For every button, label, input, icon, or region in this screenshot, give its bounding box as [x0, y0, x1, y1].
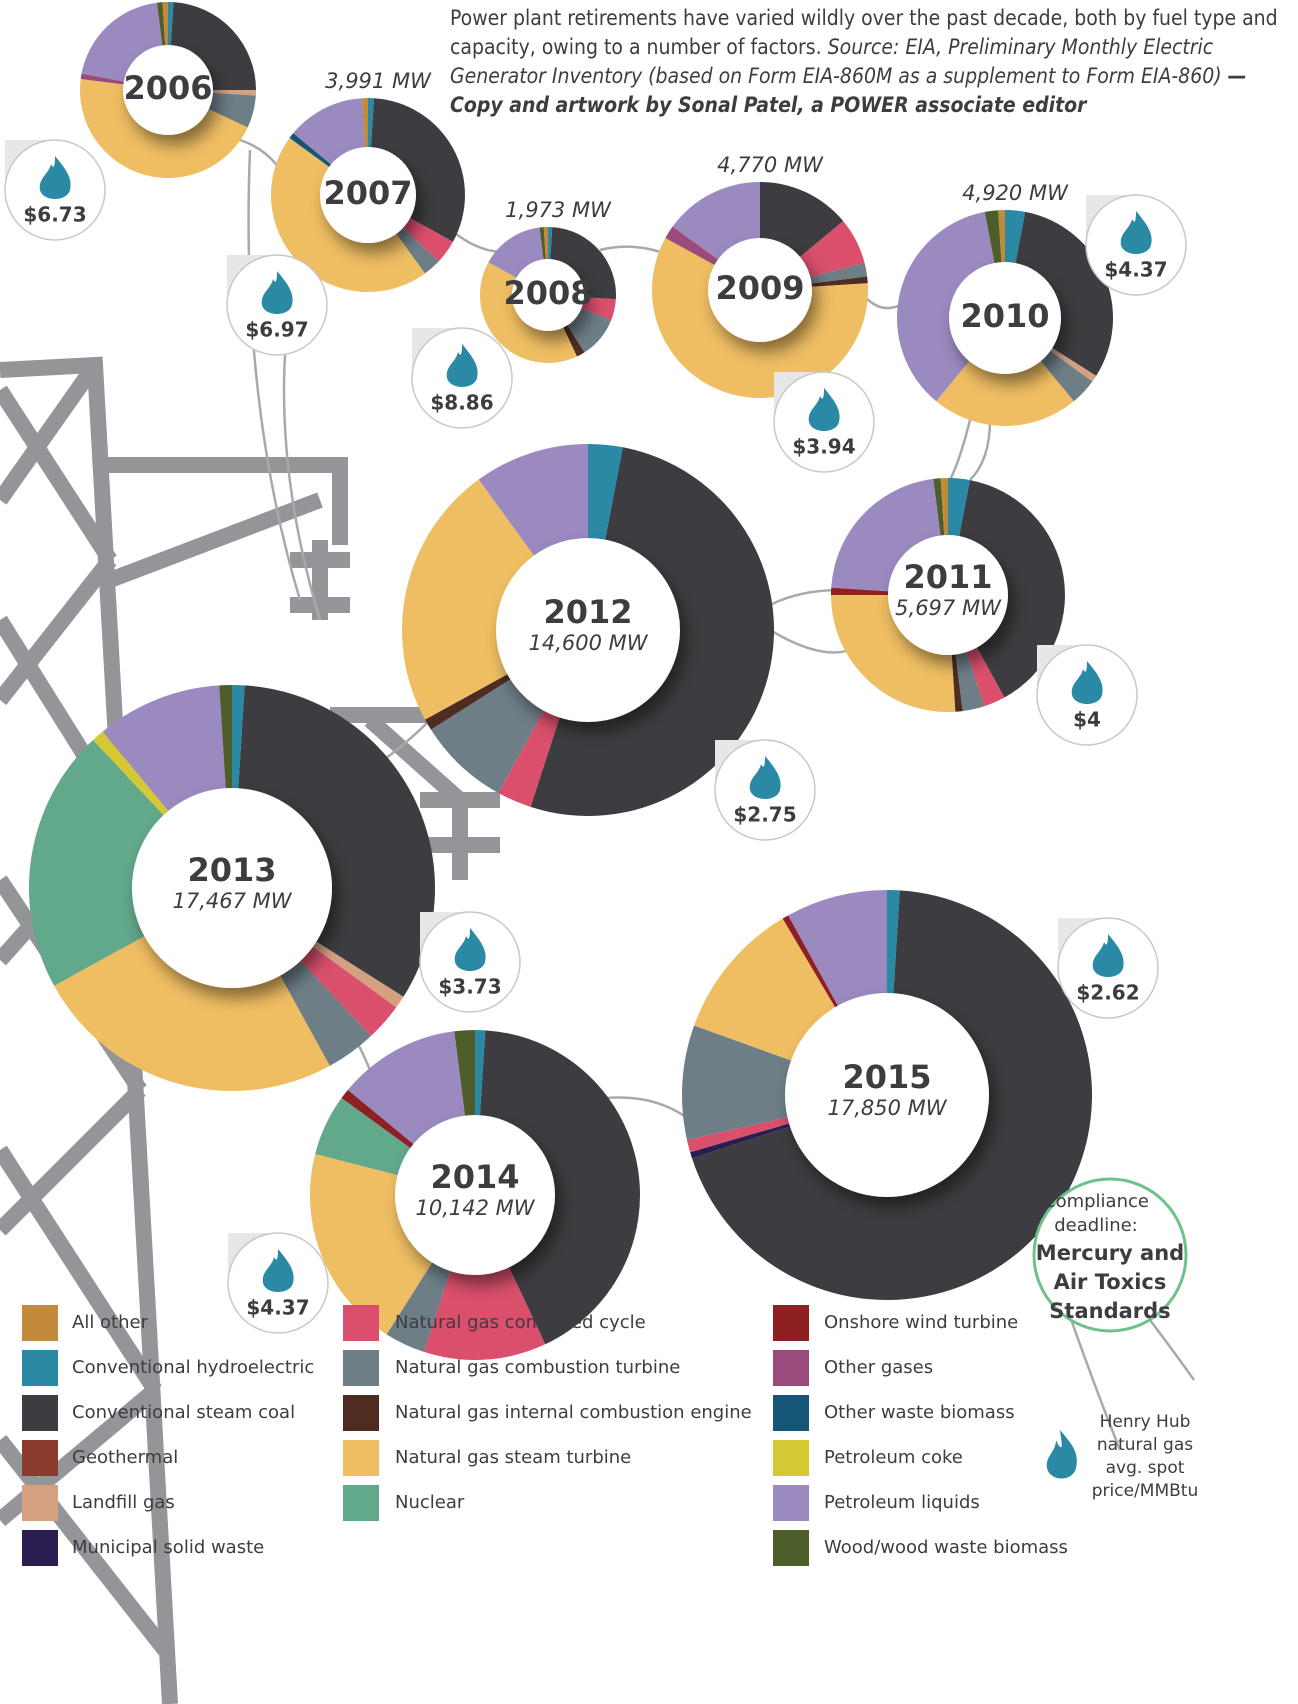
- price-bubble: $3.73: [420, 912, 520, 1012]
- donut-chart: 2009 4,770 MW: [652, 153, 868, 398]
- donut-chart: 2008 1,973 MW: [480, 198, 616, 363]
- legend-label: Conventional hydroelectric: [72, 1357, 314, 1378]
- year-label: 2010: [960, 297, 1049, 335]
- note-text: price/MMBtu: [1092, 1481, 1198, 1501]
- year-label: 2015: [842, 1058, 931, 1096]
- price-bubble: $2.75: [715, 740, 815, 840]
- price-note: Henry Hub natural gas avg. spot price/MM…: [1047, 1412, 1198, 1501]
- compliance-rule: Air Toxics: [1054, 1270, 1167, 1294]
- price-bubble: $4.37: [228, 1233, 328, 1333]
- legend-swatch: [22, 1530, 58, 1566]
- year-label: 2014: [430, 1158, 519, 1196]
- legend-label: Landfill gas: [72, 1492, 175, 1513]
- capacity-label: 14,600 MW: [528, 631, 648, 655]
- legend-label: Natural gas combined cycle: [395, 1312, 646, 1333]
- flame-icon: [1047, 1430, 1077, 1479]
- price-bubble: $8.86: [412, 328, 512, 428]
- legend-swatch: [343, 1485, 379, 1521]
- legend-label: Natural gas internal combustion engine: [395, 1402, 752, 1423]
- legend-label: Municipal solid waste: [72, 1537, 264, 1558]
- capacity-label: 3,991 MW: [325, 69, 432, 93]
- legend-swatch: [773, 1350, 809, 1386]
- legend-swatch: [773, 1485, 809, 1521]
- donut-chart: 20063,159 MW: [80, 0, 256, 178]
- capacity-label: 1,973 MW: [505, 198, 612, 222]
- capacity-label: 4,920 MW: [962, 181, 1069, 205]
- donut-chart: 2010 4,920 MW: [897, 181, 1113, 426]
- legend-label: Onshore wind turbine: [824, 1312, 1018, 1333]
- legend-swatch: [343, 1395, 379, 1431]
- gas-price: $6.97: [245, 318, 308, 342]
- year-label: 2011: [903, 558, 992, 596]
- gas-price: $3.94: [792, 435, 855, 459]
- year-label: 2006: [123, 69, 212, 107]
- donut-chart: 2007 3,991 MW: [271, 69, 465, 292]
- gas-price: $6.73: [23, 203, 86, 227]
- legend-swatch: [773, 1305, 809, 1341]
- gas-price: $3.73: [438, 975, 501, 999]
- price-bubble: $4: [1037, 645, 1137, 745]
- compliance-label: deadline:: [1054, 1215, 1138, 1236]
- compliance-label: Compliance: [1043, 1191, 1149, 1212]
- legend-label: Natural gas steam turbine: [395, 1447, 631, 1468]
- page: { "description": { "text": "Power plant …: [0, 0, 1298, 1704]
- legend-label: Other gases: [824, 1357, 933, 1378]
- capacity-label: 10,142 MW: [415, 1196, 535, 1220]
- legend-swatch: [22, 1485, 58, 1521]
- legend-label: Geothermal: [72, 1447, 178, 1468]
- legend-swatch: [343, 1305, 379, 1341]
- gas-price: $4: [1073, 708, 1101, 732]
- capacity-label: 17,850 MW: [827, 1096, 947, 1120]
- compliance-note: Compliance deadline: Mercury and Air Tox…: [1034, 1179, 1186, 1331]
- note-text: Henry Hub: [1100, 1412, 1191, 1432]
- price-bubble: $2.62: [1058, 918, 1158, 1018]
- note-text: natural gas: [1097, 1435, 1193, 1455]
- legend-swatch: [343, 1440, 379, 1476]
- legend-label: Conventional steam coal: [72, 1402, 295, 1423]
- price-bubble: $4.37: [1086, 195, 1186, 295]
- gas-price: $4.37: [246, 1296, 309, 1320]
- note-text: avg. spot: [1106, 1458, 1185, 1478]
- graphic: 20063,159 MW $6.73 2007 3,991 MW $6.97 2008 1,…: [0, 0, 1298, 1704]
- year-label: 2007: [323, 174, 412, 212]
- legend-label: Nuclear: [395, 1492, 465, 1513]
- legend-label: Petroleum coke: [824, 1447, 963, 1468]
- legend-label: Wood/wood waste biomass: [824, 1537, 1068, 1558]
- legend-swatch: [22, 1440, 58, 1476]
- legend-swatch: [773, 1440, 809, 1476]
- legend-swatch: [22, 1395, 58, 1431]
- description: Power plant retirements have varied wild…: [450, 4, 1290, 120]
- compliance-rule: Mercury and: [1036, 1241, 1184, 1265]
- gas-price: $4.37: [1104, 258, 1167, 282]
- legend-label: Other waste biomass: [824, 1402, 1015, 1423]
- legend-label: All other: [72, 1312, 149, 1333]
- price-bubble: $3.94: [774, 372, 874, 472]
- legend-label: Petroleum liquids: [824, 1492, 980, 1513]
- legend-label: Natural gas combustion turbine: [395, 1357, 680, 1378]
- capacity-label: 17,467 MW: [172, 889, 292, 913]
- year-label: 2009: [715, 269, 804, 307]
- charts: 20063,159 MW $6.73 2007 3,991 MW $6.97 2008 1,…: [5, 0, 1186, 1360]
- price-bubble: $6.73: [5, 140, 105, 240]
- price-bubble: $6.97: [227, 255, 327, 355]
- legend-swatch: [22, 1305, 58, 1341]
- year-label: 2008: [503, 274, 592, 312]
- year-label: 2013: [187, 851, 276, 889]
- gas-price: $8.86: [430, 391, 493, 415]
- gas-price: $2.75: [733, 803, 796, 827]
- capacity-label: 5,697 MW: [895, 596, 1002, 620]
- legend-swatch: [22, 1350, 58, 1386]
- year-label: 2012: [543, 593, 632, 631]
- legend-swatch: [773, 1395, 809, 1431]
- legend-swatch: [773, 1530, 809, 1566]
- compliance-rule: Standards: [1049, 1299, 1170, 1323]
- capacity-label: 4,770 MW: [717, 153, 824, 177]
- legend-swatch: [343, 1350, 379, 1386]
- gas-price: $2.62: [1076, 981, 1139, 1005]
